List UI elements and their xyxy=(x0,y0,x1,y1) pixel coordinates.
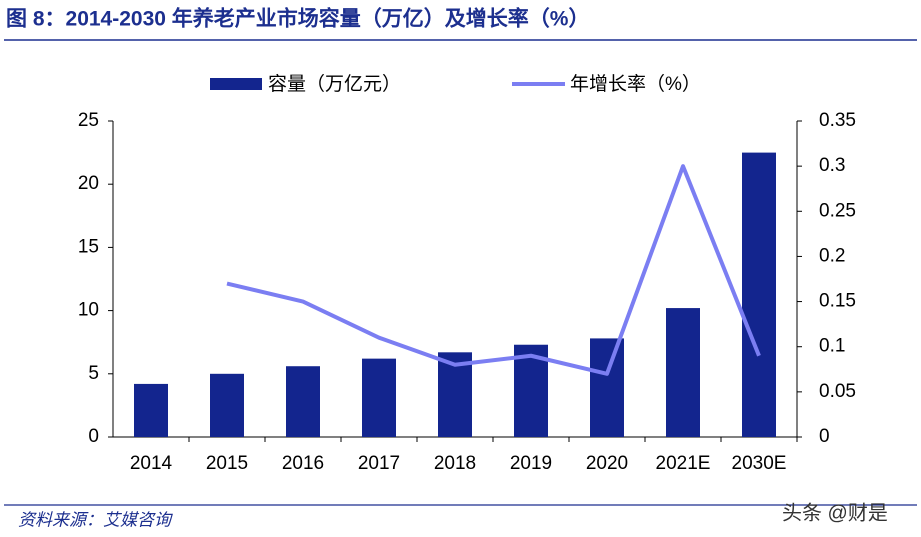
x-tick-label: 2017 xyxy=(358,453,400,474)
bar xyxy=(134,383,168,437)
y2-tick-label: 0.3 xyxy=(819,155,845,176)
legend-swatch xyxy=(210,78,262,90)
y-tick-label: 5 xyxy=(88,363,99,384)
y2-tick-label: 0.05 xyxy=(819,381,856,402)
bar xyxy=(286,366,320,437)
bar xyxy=(742,152,776,437)
watermark: 头条 @财是 xyxy=(782,501,888,524)
legend-label: 年增长率（%） xyxy=(570,73,701,95)
y2-tick-label: 0 xyxy=(819,426,830,447)
x-tick-label: 2014 xyxy=(130,453,173,474)
x-tick-label: 2020 xyxy=(586,453,628,474)
line xyxy=(226,164,761,376)
y2-tick-label: 0.35 xyxy=(819,110,856,131)
x-tick-label: 2030E xyxy=(732,453,787,474)
x-tick-label: 2019 xyxy=(510,453,552,474)
y2-tick-label: 0.1 xyxy=(819,336,845,357)
bar xyxy=(362,358,396,437)
bar xyxy=(666,308,700,437)
chart-title: 图 8：2014-2030 年养老产业市场容量（万亿）及增长率（%） xyxy=(6,7,589,31)
y2-tick-label: 0.15 xyxy=(819,291,856,312)
y2-tick-label: 0.2 xyxy=(819,245,845,266)
y2-tick-label: 0.25 xyxy=(819,200,856,221)
source: 资料来源：艾媒咨询 xyxy=(18,510,173,529)
y-tick-label: 10 xyxy=(78,300,99,321)
x-tick-label: 2016 xyxy=(282,453,324,474)
bar xyxy=(210,373,244,437)
y-tick-label: 25 xyxy=(78,110,99,131)
x-tick-label: 2021E xyxy=(656,453,711,474)
x-tick-label: 2018 xyxy=(434,453,476,474)
bar xyxy=(590,338,624,437)
y-tick-label: 20 xyxy=(78,173,99,194)
y-tick-label: 0 xyxy=(88,426,99,447)
legend-label: 容量（万亿元） xyxy=(268,73,401,95)
y-tick-label: 15 xyxy=(78,236,99,257)
x-tick-label: 2015 xyxy=(206,453,248,474)
